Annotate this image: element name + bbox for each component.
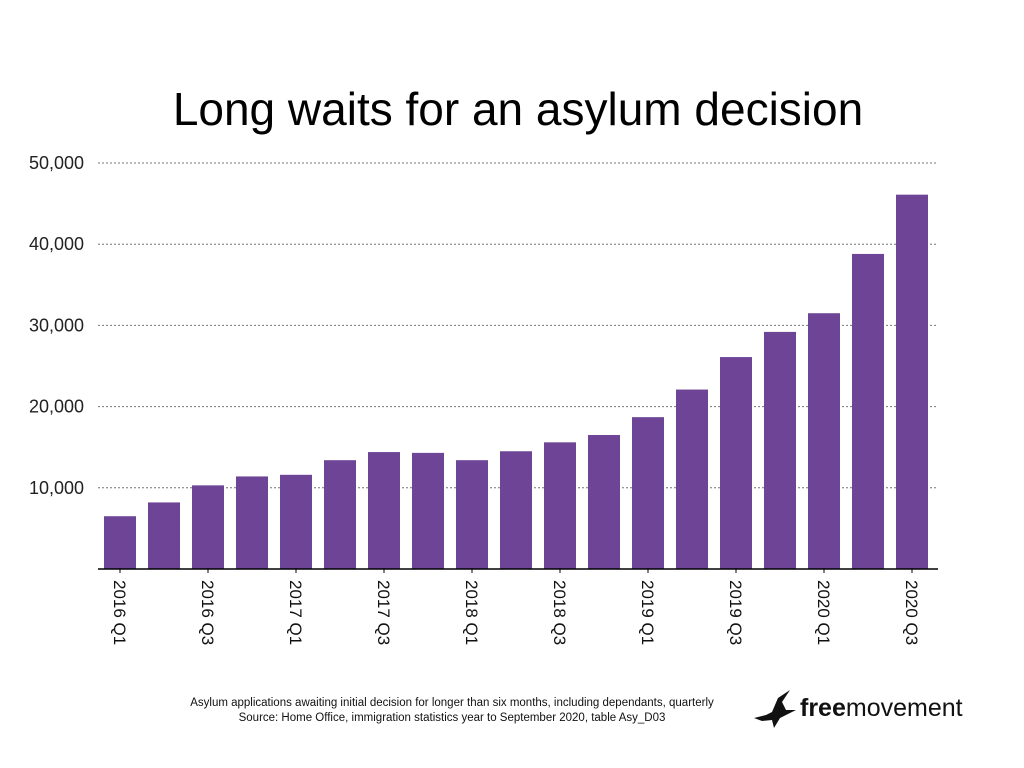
bar xyxy=(236,476,268,569)
bar xyxy=(808,313,840,569)
logo-text-regular: movement xyxy=(845,694,963,722)
bar xyxy=(896,194,928,569)
bar xyxy=(104,516,136,569)
x-tick-label: 2017 Q3 xyxy=(374,580,393,645)
logo-text: freemovement xyxy=(800,694,963,723)
y-tick-label: 10,000 xyxy=(29,478,84,498)
caption-source: Source: Home Office, immigration statist… xyxy=(238,712,666,724)
x-tick-label: 2016 Q1 xyxy=(110,580,129,645)
free-movement-logo: freemovement xyxy=(752,688,982,732)
x-tick-label: 2020 Q3 xyxy=(902,580,921,645)
x-tick-label: 2019 Q1 xyxy=(638,580,657,645)
crane-bird-icon xyxy=(754,690,796,728)
bar xyxy=(456,460,488,569)
bar xyxy=(500,451,532,569)
bar xyxy=(324,460,356,569)
logo-text-bold: free xyxy=(800,694,846,722)
bar xyxy=(280,474,312,569)
bar xyxy=(764,331,796,569)
bar xyxy=(148,502,180,569)
x-tick-label: 2020 Q1 xyxy=(814,580,833,645)
bar xyxy=(192,485,224,569)
bar xyxy=(412,452,444,569)
bar xyxy=(368,452,400,569)
x-tick-label: 2018 Q3 xyxy=(550,580,569,645)
x-tick-label: 2017 Q1 xyxy=(286,580,305,645)
x-tick-label: 2018 Q1 xyxy=(462,580,481,645)
caption-description: Asylum applications awaiting initial dec… xyxy=(190,697,714,709)
bar xyxy=(720,357,752,569)
labels: 10,000 20,000 30,000 40,000 50,000 2016 Q1 201… xyxy=(29,153,921,645)
chart-caption: Asylum applications awaiting initial dec… xyxy=(152,696,752,726)
x-tick-label: 2019 Q3 xyxy=(726,580,745,645)
bar xyxy=(588,435,620,569)
bar xyxy=(632,417,664,569)
axes xyxy=(98,568,938,573)
y-tick-label: 30,000 xyxy=(29,315,84,335)
y-tick-label: 20,000 xyxy=(29,397,84,417)
chart-title: Long waits for an asylum decision xyxy=(172,83,864,135)
y-tick-label: 50,000 xyxy=(29,153,84,173)
bar xyxy=(852,253,884,569)
bar xyxy=(544,442,576,569)
y-tick-label: 40,000 xyxy=(29,234,84,254)
bar xyxy=(676,389,708,569)
bars xyxy=(104,194,928,569)
x-tick-label: 2016 Q3 xyxy=(198,580,217,645)
